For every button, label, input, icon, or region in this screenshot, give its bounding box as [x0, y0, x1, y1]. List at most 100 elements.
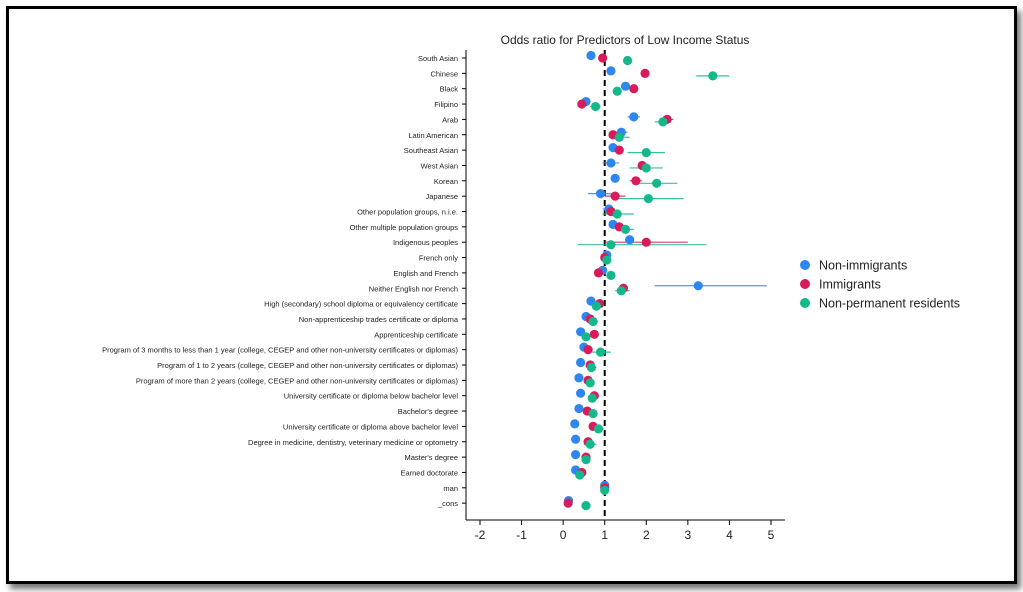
y-tick-label: Indigenous peoples [393, 238, 458, 247]
y-tick-label: University certificate or diploma above … [283, 422, 458, 431]
data-point [571, 450, 581, 460]
data-point [693, 281, 703, 291]
data-point [612, 86, 622, 96]
y-tick-label: Program of more than 2 years (college, C… [136, 376, 459, 385]
data-point [585, 439, 595, 449]
y-tick-label: _cons [437, 499, 458, 508]
data-point [574, 403, 584, 414]
data-point [641, 148, 651, 158]
y-tick-label: West Asian [421, 161, 458, 170]
y-tick-label: Chinese [430, 69, 458, 78]
data-point [625, 235, 635, 245]
points-non-permanent-residents [575, 55, 718, 511]
data-point [576, 388, 586, 398]
data-point [622, 55, 633, 66]
data-point [658, 117, 668, 127]
data-point [641, 237, 651, 247]
plot-area: -2 -1 0 1 2 3 4 5 South Asian Chinese Black Filipin… [102, 50, 785, 542]
y-tick-label: Arab [442, 115, 458, 124]
data-point [595, 189, 606, 199]
legend: Non-immigrants Immigrants Non-permanent re… [800, 259, 960, 311]
y-tick-label: Other population groups, n.i.e. [357, 208, 458, 217]
data-point [593, 424, 604, 434]
y-tick-label: Apprenticeship certificate [374, 330, 458, 339]
data-point [588, 408, 598, 419]
data-point [581, 455, 591, 465]
x-tick-label: -1 [516, 528, 527, 542]
legend-marker [800, 298, 810, 308]
data-point [610, 173, 620, 183]
y-tick-label: Non-apprenticeship trades certificate or… [299, 315, 459, 324]
data-point [589, 329, 599, 339]
y-tick-label: Neither English nor French [369, 284, 458, 293]
data-point [614, 145, 624, 155]
y-tick-label: Southeast Asian [404, 146, 458, 155]
data-point [588, 316, 598, 327]
data-point [585, 378, 595, 388]
x-tick-label: 5 [768, 528, 775, 542]
x-tick-label: 3 [685, 528, 692, 542]
data-point [574, 373, 584, 383]
x-tick-label: 2 [643, 528, 650, 542]
y-tick-label: Earned doctorate [400, 468, 458, 477]
y-tick-label: man [443, 484, 458, 493]
data-point [593, 268, 604, 278]
data-point [641, 163, 651, 173]
data-point [606, 158, 616, 168]
data-point [620, 81, 631, 91]
y-tick-label: South Asian [418, 54, 458, 63]
data-point [606, 240, 616, 250]
data-point [602, 255, 612, 265]
y-tick-label: Filipino [434, 100, 458, 109]
data-point [581, 332, 591, 342]
x-tick-label: 0 [560, 528, 567, 542]
y-tick-label: Latin American [408, 131, 458, 140]
data-point [612, 209, 622, 219]
data-point [581, 501, 591, 511]
y-tick-label: Program of 3 months to less than 1 year … [102, 346, 458, 355]
y-tick-label: Bachelor's degree [398, 407, 458, 416]
y-tick-label: Program of 1 to 2 years (college, CEGEP … [157, 361, 458, 370]
y-tick-label: High (secondary) school diploma or equiv… [264, 300, 458, 309]
data-point [583, 345, 593, 355]
x-tick-label: 1 [601, 528, 608, 542]
legend-label: Non-permanent residents [819, 297, 960, 311]
points-non-immigrants [563, 50, 703, 506]
data-point [629, 84, 639, 94]
y-tick-label: Black [440, 85, 459, 94]
data-point [587, 393, 597, 403]
data-point [586, 50, 596, 61]
data-point [598, 53, 608, 63]
series-immigrants [567, 57, 688, 504]
legend-label: Non-immigrants [819, 259, 907, 273]
data-point [577, 99, 587, 109]
x-tick-label: -2 [475, 528, 486, 542]
data-point [616, 286, 626, 296]
data-point [575, 470, 585, 480]
data-point [571, 434, 581, 444]
y-tick-label: Japanese [425, 192, 458, 201]
data-point [631, 176, 641, 186]
chart-title: Odds ratio for Predictors of Low Income … [501, 33, 750, 47]
data-point [600, 485, 610, 495]
data-point [708, 71, 718, 81]
legend-marker [800, 260, 810, 270]
data-point [610, 191, 620, 201]
y-tick-label: French only [419, 254, 458, 263]
data-point [606, 66, 616, 76]
series-non-permanent-residents [576, 59, 730, 507]
data-point [586, 362, 597, 373]
data-point [595, 347, 606, 357]
legend-label: Immigrants [819, 278, 881, 292]
data-point [576, 357, 586, 368]
y-tick-label: Master's degree [404, 453, 458, 462]
y-tick-label: Degree in medicine, dentistry, veterinar… [248, 438, 458, 447]
data-point [652, 178, 662, 188]
data-point [629, 112, 639, 122]
y-tick-label: University certificate or diploma below … [284, 392, 459, 401]
data-point [570, 419, 580, 429]
data-point [591, 301, 602, 311]
data-point [620, 224, 631, 234]
data-point [614, 132, 624, 142]
